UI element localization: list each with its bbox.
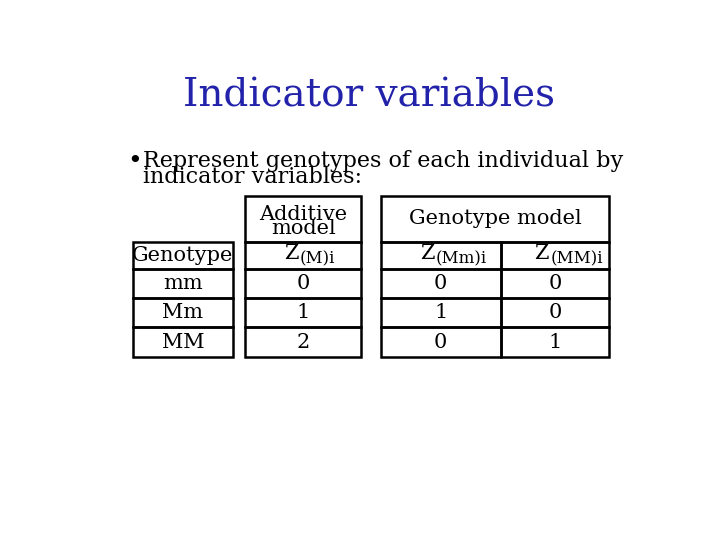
Text: Z: Z [534,244,549,262]
Text: Z: Z [284,244,299,262]
Text: 1: 1 [297,303,310,322]
Bar [132,327,233,356]
Bar [132,242,233,269]
Text: 0: 0 [434,333,447,352]
Text: •: • [127,150,142,173]
Text: 2: 2 [297,333,310,352]
Text: (Mm)i: (Mm)i [436,250,487,267]
Text: Genotype model: Genotype model [408,210,581,228]
Bar [381,195,609,242]
Text: 1: 1 [434,303,447,322]
Text: model: model [271,219,336,238]
Text: 0: 0 [434,274,447,293]
Text: Represent genotypes of each individual by: Represent genotypes of each individual b… [143,150,623,172]
Bar [381,298,500,327]
Bar [500,298,609,327]
Text: Additive: Additive [259,205,347,225]
Text: Mm: Mm [163,303,204,322]
Text: (M)i: (M)i [300,250,336,267]
Text: Indicator variables: Indicator variables [183,77,555,114]
Text: 1: 1 [549,333,562,352]
Bar [381,269,500,298]
Bar [500,242,609,269]
Text: MM: MM [162,333,204,352]
Bar [245,269,361,298]
Bar [381,242,500,269]
Bar [381,327,500,356]
Bar [245,298,361,327]
Text: mm: mm [163,274,203,293]
Bar [245,195,361,242]
Text: Z: Z [420,244,434,262]
Bar [132,269,233,298]
Bar [245,242,361,269]
Text: indicator variables:: indicator variables: [143,166,361,188]
Bar [500,269,609,298]
Text: 0: 0 [549,274,562,293]
Bar [132,298,233,327]
Text: (MM)i: (MM)i [550,250,603,267]
Text: Genotype: Genotype [132,246,234,265]
Bar [245,327,361,356]
Text: 0: 0 [297,274,310,293]
Bar [500,327,609,356]
Text: 0: 0 [549,303,562,322]
